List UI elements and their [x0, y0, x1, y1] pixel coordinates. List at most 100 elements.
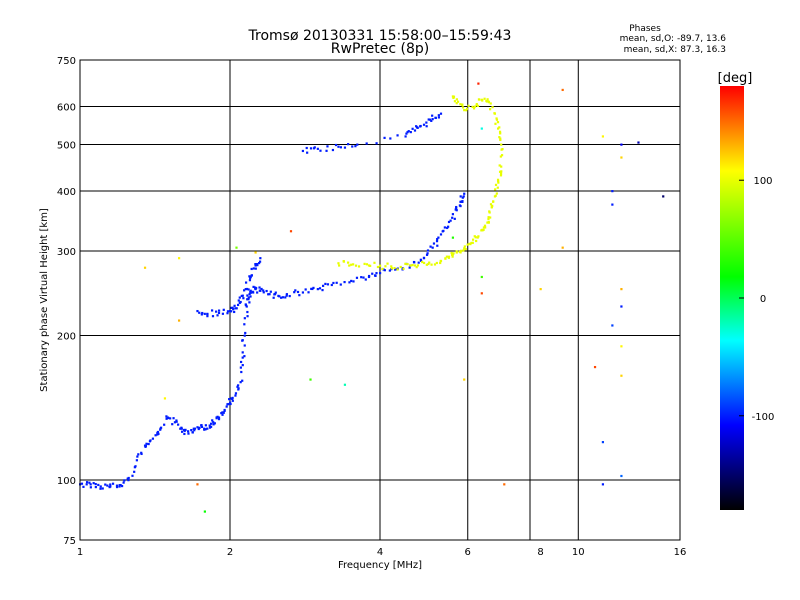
trace-point	[254, 264, 257, 267]
trace-point	[175, 420, 178, 423]
trace-point	[471, 105, 474, 108]
trace-point	[131, 474, 134, 477]
trace-point	[459, 103, 462, 106]
trace-point	[316, 288, 319, 291]
trace-point	[244, 331, 247, 335]
trace-point	[498, 170, 502, 173]
trace-point	[447, 225, 450, 228]
y-axis: 75 100 200 300 400 500 600 750	[57, 56, 76, 547]
trace-point	[284, 296, 287, 299]
trace-point	[119, 483, 122, 487]
noise-point	[309, 378, 312, 381]
trace-point	[145, 442, 148, 445]
trace-point	[483, 97, 486, 100]
trace-point	[228, 398, 231, 401]
trace-point	[249, 289, 252, 292]
trace-point	[223, 409, 226, 412]
noise-point	[611, 324, 614, 327]
trace-point	[247, 288, 250, 291]
noise-point	[620, 474, 623, 478]
trace-point	[206, 313, 209, 316]
trace-point	[187, 432, 190, 435]
colorbar-tick-label: -100	[752, 412, 775, 423]
trace-point	[500, 143, 503, 146]
trace-point	[137, 453, 140, 456]
trace-point	[439, 233, 443, 236]
x-axis: 1 2 4 6 10 16 8	[77, 547, 687, 558]
trace-point	[197, 427, 200, 431]
trace-point	[475, 104, 478, 107]
trace-point	[435, 240, 439, 243]
trace-point	[491, 204, 494, 208]
x-tick-label: 6	[465, 547, 471, 558]
trace-point	[217, 311, 221, 315]
trace-point	[500, 165, 503, 168]
trace-point	[456, 100, 460, 103]
trace-point	[404, 262, 407, 265]
trace-point	[239, 366, 242, 369]
trace-point	[417, 261, 420, 264]
noise-point	[343, 383, 347, 386]
trace-point	[390, 265, 393, 268]
trace-point	[499, 155, 502, 158]
trace-point	[246, 294, 249, 297]
trace-point	[234, 307, 237, 310]
trace-point	[211, 315, 215, 318]
trace-point	[389, 137, 392, 140]
trace-point	[118, 485, 121, 488]
trace-point	[248, 279, 252, 282]
noise-point	[620, 156, 623, 159]
trace-point	[463, 245, 466, 248]
trace-point	[231, 399, 234, 402]
trace-point	[450, 251, 453, 255]
trace-point	[453, 100, 457, 103]
trace-point	[244, 303, 247, 306]
trace-point	[160, 426, 163, 429]
trace-point	[495, 192, 498, 195]
noise-point	[611, 190, 614, 193]
trace-point	[192, 427, 195, 430]
noise-point	[601, 441, 605, 444]
trace-point	[173, 421, 177, 424]
trace-point	[461, 196, 464, 199]
trace-point	[203, 428, 206, 431]
trace-point	[239, 381, 242, 384]
trace-point	[246, 298, 249, 301]
trace-point	[426, 249, 430, 252]
trace-point	[99, 487, 102, 490]
trace-point	[415, 266, 418, 269]
trace-point	[106, 484, 109, 487]
trace-point	[467, 104, 470, 107]
trace-point	[436, 238, 439, 241]
chart-subtitle: RwPretec (8p)	[331, 41, 429, 57]
trace-point	[439, 261, 442, 265]
trace-point	[482, 228, 485, 231]
trace-point	[229, 401, 232, 404]
trace-point	[325, 149, 328, 152]
trace-point	[258, 260, 262, 263]
trace-point	[136, 455, 139, 458]
trace-point	[88, 481, 91, 484]
trace-point	[498, 126, 501, 129]
trace-point	[156, 430, 160, 434]
trace-point	[461, 103, 464, 106]
trace-point	[465, 109, 468, 112]
trace-point	[248, 301, 251, 304]
trace-point	[273, 293, 277, 296]
trace-point	[348, 281, 351, 284]
trace-point	[298, 294, 301, 297]
trace-point	[216, 415, 219, 418]
trace-point	[324, 282, 327, 286]
trace-point	[352, 263, 355, 266]
trace-point	[167, 416, 170, 420]
trace-point	[200, 424, 203, 427]
trace-point	[217, 309, 221, 312]
trace-point	[244, 288, 247, 291]
trace-point	[184, 428, 187, 431]
trace-point	[449, 219, 452, 222]
y-tick-label: 600	[57, 103, 76, 114]
trace-point	[135, 459, 138, 462]
trace-point	[499, 174, 503, 177]
trace-point	[495, 118, 499, 121]
trace-point	[241, 356, 244, 359]
